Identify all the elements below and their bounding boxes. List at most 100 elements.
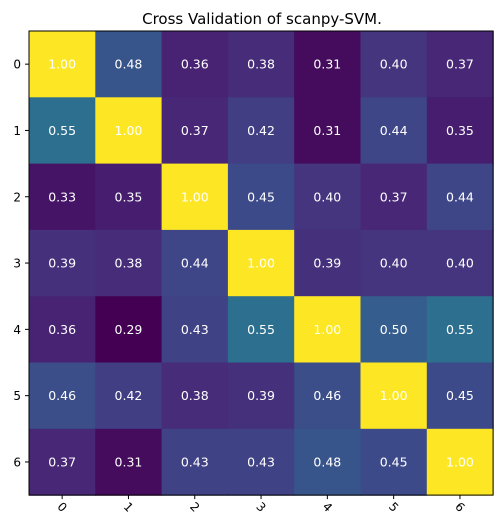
heatmap-cells [29,31,494,496]
cell-value-label-r5-c3: 0.39 [247,388,275,403]
heatmap-cell-r0-c0 [29,31,96,98]
cell-value-label-r4-c4: 1.00 [313,322,341,337]
cell-value-label-r5-c5: 1.00 [380,388,408,403]
cell-value-label-r1-c4: 0.31 [313,123,341,138]
cell-value-label-r4-c2: 0.43 [181,322,209,337]
heatmap-cell-r2-c5 [360,163,428,231]
heatmap-cell-r6-c6 [426,428,494,496]
cell-value-label-r4-c0: 0.36 [48,322,76,337]
cell-value-label-r6-c3: 0.43 [247,454,275,469]
cell-value-label-r1-c5: 0.44 [380,123,408,138]
cell-value-label-r1-c6: 0.35 [446,123,474,138]
heatmap-cell-r4-c5 [360,296,428,364]
heatmap-cell-r6-c0 [29,428,96,496]
chart-title: Cross Validation of scanpy-SVM. [142,10,382,28]
heatmap-cell-r4-c1 [95,296,163,364]
cell-value-label-r5-c2: 0.38 [181,388,209,403]
heatmap-cell-r1-c1 [95,97,163,165]
heatmap-cell-r1-c2 [161,97,229,165]
cell-value-label-r4-c5: 0.50 [380,322,408,337]
cell-value-label-r1-c1: 1.00 [115,123,143,138]
heatmap-value-labels: 1.00 0.48 0.36 0.38 0.31 0.40 0.37 0.55 1.00 0.37… [48,57,474,470]
heatmap-cell-r1-c0 [29,97,96,165]
cell-value-label-r6-c0: 0.37 [48,454,76,469]
cell-value-label-r2-c5: 0.37 [380,189,408,204]
heatmap-cell-r6-c4 [294,428,362,496]
heatmap-cell-r0-c6 [426,31,494,98]
cell-value-label-r4-c1: 0.29 [115,322,143,337]
heatmap-cell-r3-c4 [294,229,362,297]
heatmap-cell-r4-c0 [29,296,96,364]
heatmap-cell-r3-c2 [161,229,229,297]
heatmap-cell-r4-c3 [227,296,295,364]
cell-value-label-r0-c3: 0.38 [247,57,275,72]
cell-value-label-r6-c4: 0.48 [313,454,341,469]
heatmap-cell-r6-c5 [360,428,428,496]
heatmap-cell-r2-c3 [227,163,295,231]
cell-value-label-r4-c3: 0.55 [247,322,275,337]
x-tick-label-5: 5 [386,499,401,514]
cell-value-label-r1-c0: 0.55 [48,123,76,138]
cell-value-label-r1-c2: 0.37 [181,123,209,138]
heatmap-cell-r3-c3 [227,229,295,297]
x-tick-label-3: 3 [253,499,268,514]
cell-value-label-r3-c6: 0.40 [446,256,474,271]
cell-value-label-r6-c6: 1.00 [446,454,474,469]
cell-value-label-r0-c6: 0.37 [446,57,474,72]
cell-value-label-r0-c4: 0.31 [313,57,341,72]
y-tick-label-0: 0 [13,58,21,72]
heatmap-cell-r5-c2 [161,362,229,430]
cell-value-label-r4-c6: 0.55 [446,322,474,337]
heatmap-cell-r4-c6 [426,296,494,364]
x-tick-label-0: 0 [54,499,69,514]
heatmap-cell-r0-c2 [161,31,229,98]
cell-value-label-r0-c2: 0.36 [181,57,209,72]
cell-value-label-r3-c1: 0.38 [115,256,143,271]
y-tick-label-4: 4 [13,323,21,337]
heatmap-cell-r5-c1 [95,362,163,430]
y-tick-label-6: 6 [13,455,21,469]
cell-value-label-r1-c3: 0.42 [247,123,275,138]
cell-value-label-r0-c1: 0.48 [115,57,143,72]
heatmap-cell-r2-c2 [161,163,229,231]
x-tick-label-1: 1 [121,499,136,514]
heatmap-cell-r1-c5 [360,97,428,165]
cell-value-label-r6-c1: 0.31 [115,454,143,469]
cell-value-label-r3-c4: 0.39 [313,256,341,271]
heatmap-cell-r5-c5 [360,362,428,430]
heatmap-cell-r3-c5 [360,229,428,297]
heatmap-cell-r6-c2 [161,428,229,496]
heatmap-cell-r0-c3 [227,31,295,98]
heatmap-cell-r5-c3 [227,362,295,430]
cell-value-label-r6-c5: 0.45 [380,454,408,469]
heatmap-cell-r1-c3 [227,97,295,165]
heatmap-cell-r2-c0 [29,163,96,231]
y-tick-label-1: 1 [13,124,21,138]
cell-value-label-r5-c4: 0.46 [313,388,341,403]
heatmap-cell-r6-c3 [227,428,295,496]
cell-value-label-r2-c0: 0.33 [48,189,76,204]
x-tick-label-6: 6 [452,499,467,514]
y-axis: 0 1 2 3 4 5 6 [13,58,29,469]
cell-value-label-r2-c6: 0.44 [446,189,474,204]
cell-value-label-r5-c0: 0.46 [48,388,76,403]
heatmap-cell-r3-c6 [426,229,494,297]
y-tick-label-2: 2 [13,190,21,204]
cell-value-label-r2-c4: 0.40 [313,189,341,204]
cell-value-label-r0-c0: 1.00 [48,57,76,72]
cell-value-label-r2-c2: 1.00 [181,189,209,204]
heatmap-cell-r0-c4 [294,31,362,98]
cell-value-label-r0-c5: 0.40 [380,57,408,72]
cell-value-label-r3-c5: 0.40 [380,256,408,271]
cell-value-label-r6-c2: 0.43 [181,454,209,469]
heatmap-cell-r6-c1 [95,428,163,496]
heatmap-cell-r5-c4 [294,362,362,430]
y-tick-label-3: 3 [13,257,21,271]
heatmap-cell-r4-c2 [161,296,229,364]
heatmap-cell-r5-c6 [426,362,494,430]
cell-value-label-r5-c1: 0.42 [115,388,143,403]
x-tick-label-4: 4 [320,499,335,514]
heatmap-cell-r1-c6 [426,97,494,165]
x-axis: 0 1 2 3 4 5 6 [54,495,468,515]
